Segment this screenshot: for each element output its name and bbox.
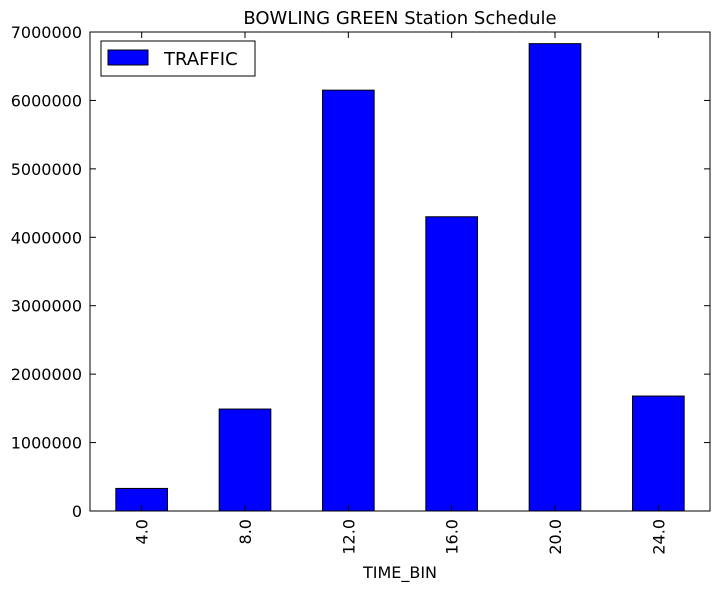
x-tick-label: 8.0 [236, 519, 255, 544]
legend-swatch [107, 49, 149, 66]
y-tick-label: 1000000 [11, 434, 82, 453]
plot-frame [89, 31, 711, 512]
chart-title: BOWLING GREEN Station Schedule [243, 8, 556, 29]
x-tick-label: 12.0 [339, 519, 358, 555]
y-tick-label: 6000000 [11, 91, 82, 110]
y-tick-label: 0 [72, 502, 82, 521]
bar-16.0 [425, 216, 479, 512]
bar-20.0 [528, 43, 582, 512]
bar-24.0 [632, 395, 685, 512]
y-tick-label: 2000000 [11, 365, 82, 384]
x-tick-label: 20.0 [546, 519, 565, 555]
y-axis-ticks: 0 1000000 2000000 3000000 4000000 5000000 6000… [11, 23, 710, 521]
x-tick-label: 16.0 [443, 519, 462, 555]
legend-label: TRAFFIC [163, 49, 238, 70]
y-tick-label: 4000000 [11, 228, 82, 247]
x-tick-label: 24.0 [649, 519, 668, 555]
y-tick-label: 3000000 [11, 297, 82, 316]
bars-layer [115, 43, 685, 512]
legend: TRAFFIC [100, 40, 256, 77]
bar-12.0 [322, 89, 375, 512]
x-axis-label: TIME_BIN [362, 563, 437, 583]
y-tick-label: 7000000 [11, 23, 82, 42]
x-tick-label: 4.0 [133, 519, 152, 544]
bar-8.0 [218, 408, 272, 512]
y-tick-label: 5000000 [11, 160, 82, 179]
x-axis-ticks: 4.0 8.0 12.0 16.0 20.0 24.0 [133, 32, 668, 555]
